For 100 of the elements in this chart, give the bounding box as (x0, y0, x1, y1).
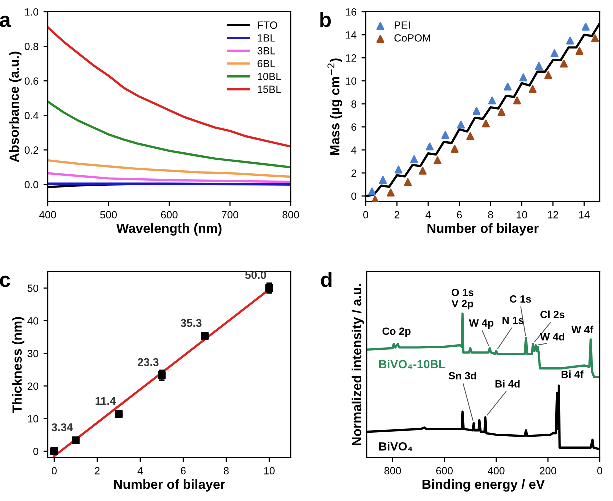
y-tick-label: 10 (346, 78, 357, 85)
point (158, 371, 166, 380)
y-axis-title: Normalized intensity / a.u. (352, 284, 364, 446)
x-tick-label: 2 (394, 211, 400, 219)
x-axis-title: Wavelength (nm) (116, 224, 222, 236)
x-tick-label: 6 (181, 467, 186, 475)
x-tick-label: 800 (282, 211, 300, 219)
point (457, 120, 466, 129)
point (50, 448, 58, 456)
y-tick-label: 0.8 (24, 43, 39, 50)
x-tick-label: 8 (224, 467, 229, 475)
point (528, 85, 537, 94)
point (576, 47, 584, 56)
chart-title: b (320, 12, 332, 28)
annotation: Co 2p (382, 328, 411, 338)
y-tick-label: 30 (28, 350, 39, 358)
x-tick-label: 400 (40, 211, 56, 219)
point (426, 142, 434, 151)
x-axis-title: Number of bilayer (114, 480, 226, 492)
y-axis-title: Thickness (nm) (12, 317, 25, 414)
chart-title: a (0, 16, 12, 28)
legend-label: 1BL (258, 34, 276, 42)
legend-label: PEI (394, 22, 410, 29)
point (560, 60, 568, 68)
data-label: 3.34 (52, 424, 74, 432)
y-tick-label: 0.4 (24, 112, 39, 120)
x-tick-label: 0 (364, 211, 368, 219)
x-tick-label: 4 (138, 467, 144, 475)
annotation: Sn 3d (448, 372, 476, 380)
series-label: BiVO₄ (379, 442, 413, 452)
data-label: 23.3 (138, 358, 159, 366)
data-label: 35.3 (180, 319, 202, 328)
point (472, 107, 481, 115)
annotation: W 4d (540, 333, 564, 341)
data-label: 11.4 (96, 397, 116, 406)
point (442, 131, 450, 140)
x-tick-label: 10 (264, 467, 275, 475)
point (520, 74, 528, 82)
x-tick-label: 700 (222, 211, 239, 219)
y-tick-label: 6 (352, 124, 357, 132)
legend-label: 3BL (258, 47, 276, 55)
point (450, 145, 459, 153)
line-series (48, 100, 291, 169)
y-tick-label: 2 (352, 170, 356, 177)
y-tick-label: 40 (28, 317, 39, 325)
annotation: C 1s (510, 296, 532, 303)
point (387, 188, 395, 197)
legend-label: 10BL (258, 72, 282, 80)
point (504, 82, 512, 91)
x-tick-label: 10 (517, 211, 528, 219)
point (418, 166, 427, 175)
y-tick-label: 0 (352, 192, 357, 200)
line-series (48, 172, 291, 184)
y-tick-label: 1.0 (25, 8, 39, 16)
x-axis-title: Number of bilayer (428, 224, 539, 236)
legend-label: FTO (258, 22, 278, 30)
y-tick-label: 16 (346, 8, 357, 16)
point (498, 108, 506, 116)
annotation: W 4p (469, 320, 494, 329)
x-tick-label: 2 (95, 467, 100, 475)
y-tick-label: 50 (28, 284, 39, 292)
point (482, 120, 490, 128)
y-tick-label: 14 (346, 32, 357, 39)
point (544, 71, 552, 80)
y-tick-label: 0.2 (24, 146, 38, 154)
annotation: W 4f (572, 326, 594, 334)
annotation: Bi 4f (562, 370, 584, 378)
point (72, 436, 80, 445)
y-tick-label: 20 (28, 382, 39, 390)
y-tick-label: 8 (352, 100, 357, 108)
x-tick-label: 200 (540, 467, 557, 475)
x-tick-label: 8 (488, 211, 494, 219)
point (201, 332, 209, 340)
point (535, 62, 544, 70)
x-tick-label: 0 (52, 467, 57, 475)
point (591, 34, 600, 42)
y-tick-label: 0.6 (24, 78, 39, 85)
chart-title: c (0, 276, 10, 288)
point (466, 132, 474, 140)
point (434, 156, 442, 164)
y-axis-title: Mass (µg cm$^{−2}$) (328, 58, 342, 156)
data-label: 50.0 (245, 271, 266, 280)
line-series (48, 159, 291, 178)
point (410, 155, 418, 164)
y-tick-label: 4 (351, 146, 357, 154)
legend-label: CoPOM (394, 34, 430, 42)
point (368, 188, 376, 196)
point (394, 166, 403, 174)
x-tick-label: 600 (161, 211, 178, 219)
point (379, 176, 388, 184)
point (513, 96, 522, 105)
y-tick-label: 0 (34, 448, 39, 456)
x-tick-label: 12 (548, 211, 558, 219)
point (115, 410, 123, 418)
annotation: Bi 4d (496, 380, 520, 388)
legend-label: 15BL (258, 86, 282, 94)
annotation: Cl 2s (540, 310, 565, 318)
point (371, 196, 380, 202)
y-axis-title: Absorbance (a.u.) (9, 52, 22, 162)
point (566, 36, 574, 45)
